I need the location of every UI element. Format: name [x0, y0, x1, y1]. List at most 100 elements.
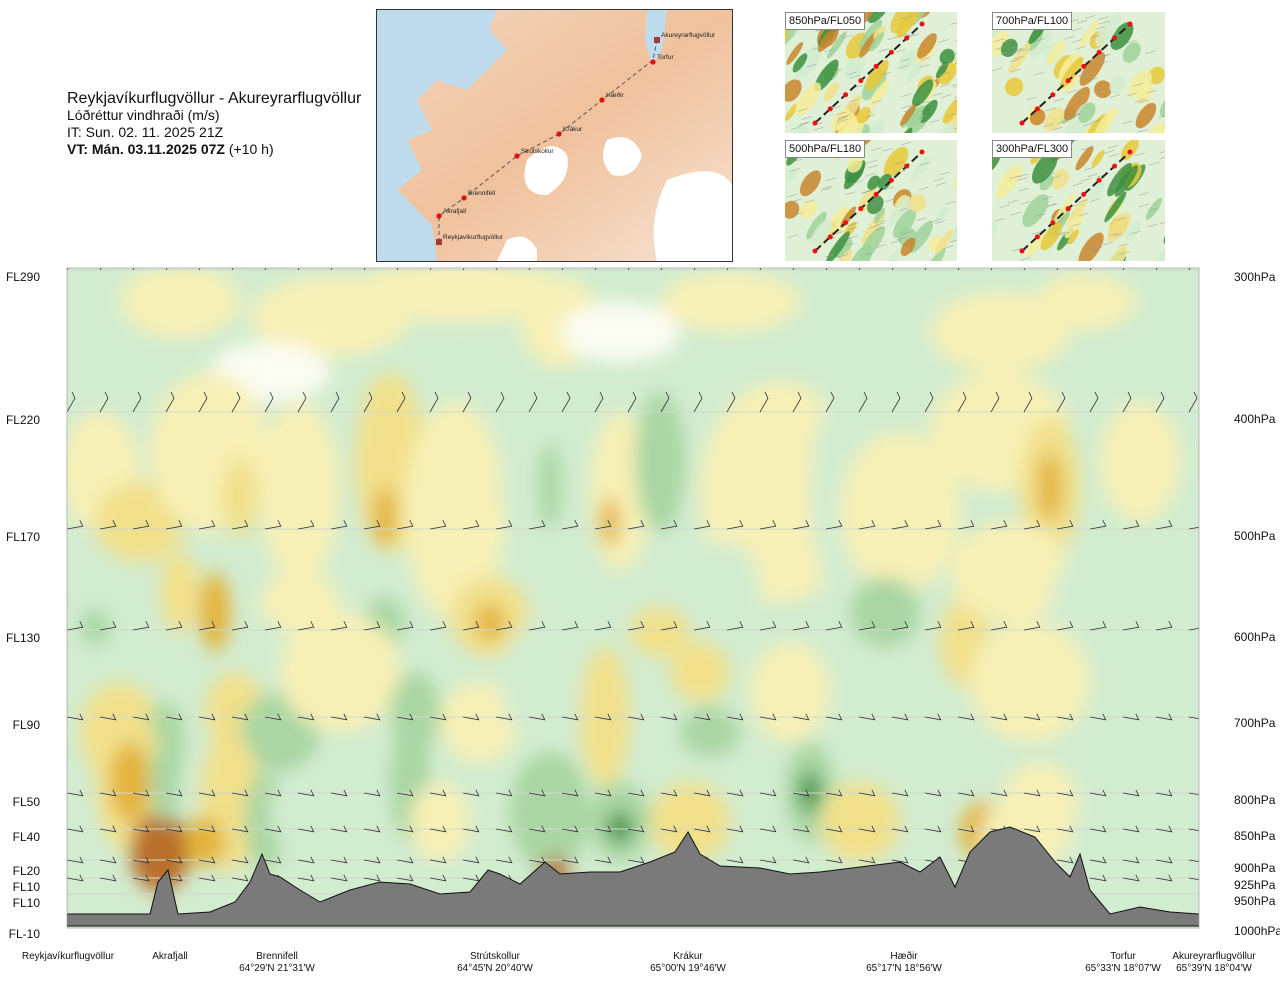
field-patch [800, 200, 818, 219]
field-patch [1064, 211, 1085, 239]
wind-barb [825, 520, 843, 530]
wind-barb [876, 244, 887, 248]
wind-barb [792, 825, 810, 833]
wind-barb [297, 874, 315, 882]
field-patch [880, 245, 903, 261]
wind-barb [1098, 16, 1109, 20]
wind-barb [957, 391, 967, 413]
wind-barb [1101, 53, 1112, 58]
wind-barb [594, 621, 612, 631]
wind-barb [1108, 232, 1119, 237]
waypoint-label: Torfur [657, 54, 674, 61]
wind-barb [1056, 825, 1074, 833]
wind-barb [825, 789, 843, 797]
wind-barb [933, 177, 945, 182]
field-patch [867, 195, 884, 215]
wind-barb [953, 86, 957, 88]
wind-barb [726, 856, 744, 864]
velocity-region [80, 609, 110, 645]
wind-barb [429, 713, 447, 721]
wind-barb [528, 713, 546, 721]
field-patch [1078, 19, 1100, 49]
wind-barb [132, 391, 142, 413]
wind-barb [1066, 89, 1077, 94]
field-patch [1107, 162, 1132, 197]
waypoint-label: Strútskollur [521, 148, 554, 155]
wind-barb [1115, 217, 1126, 221]
wind-barb [99, 391, 109, 413]
wind-barb [1026, 96, 1037, 101]
wind-barb [627, 520, 645, 530]
route-line [814, 23, 923, 124]
wind-barb [846, 71, 858, 76]
wind-barb [462, 713, 480, 721]
wind-barb [132, 856, 150, 864]
field-patch [896, 12, 921, 38]
field-patch [1145, 197, 1163, 220]
wind-barb [99, 874, 117, 882]
wind-barb [935, 182, 947, 186]
wind-barb [1160, 157, 1165, 159]
valid-offset: (+10 h) [228, 141, 274, 157]
station-name: Strútskollur [469, 951, 520, 962]
wind-barb [330, 391, 340, 413]
wind-barb [396, 856, 414, 864]
velocity-region [130, 812, 190, 892]
wind-barb [1058, 232, 1069, 236]
wind-barb [849, 74, 861, 79]
field-patch [785, 79, 802, 102]
field-patch [810, 219, 832, 247]
flight-level-label: FL130 [5, 631, 40, 645]
wind-barb [1188, 792, 1199, 796]
wind-barb [882, 147, 893, 152]
wind-barb [1013, 55, 1024, 60]
wind-barb [660, 520, 678, 530]
wind-barb [874, 220, 885, 224]
wind-barb [847, 235, 858, 239]
pressure-level-label: 600hPa [1234, 630, 1276, 644]
wind-barb [1107, 185, 1118, 189]
wind-barb [99, 856, 117, 864]
wind-barb [957, 520, 975, 530]
velocity-region [1035, 274, 1135, 330]
flight-level-label: FL40 [12, 830, 40, 844]
wind-barb [1109, 94, 1120, 98]
field-patch [935, 206, 949, 223]
wind-barb [693, 713, 711, 721]
wind-barb [867, 164, 879, 169]
chart-title: Reykjavíkurflugvöllur - Akureyrarflugvöl… [67, 90, 362, 107]
wind-barb [99, 825, 117, 833]
wind-barb [363, 391, 373, 413]
wind-barb [994, 218, 1005, 222]
field-patch [910, 155, 931, 184]
wind-barb [938, 39, 949, 43]
wind-barb [1007, 199, 1018, 204]
field-patch [1075, 146, 1094, 171]
wind-barb [858, 391, 868, 413]
wind-barb [957, 621, 975, 631]
field-patch [912, 79, 934, 107]
wind-barb [1089, 713, 1107, 721]
wind-barb [1188, 828, 1199, 832]
wind-barb [825, 713, 843, 721]
wind-barb [924, 825, 942, 833]
wind-barb [1102, 241, 1114, 246]
route-line [1021, 23, 1131, 124]
wind-barb [858, 825, 876, 833]
field-patch [935, 61, 949, 79]
wind-barb [165, 789, 183, 797]
wind-barb [1070, 140, 1079, 143]
field-patch [908, 193, 927, 212]
wind-barb [264, 856, 282, 864]
wind-barb [594, 856, 612, 864]
station-name: Akrafjall [152, 951, 188, 962]
wind-barb [1108, 144, 1119, 149]
wind-barb [165, 520, 183, 530]
wind-barb [165, 713, 183, 721]
wind-barb [396, 874, 414, 882]
wind-barb [1094, 26, 1106, 30]
waypoint-marker [461, 195, 467, 201]
wind-barb [363, 874, 381, 882]
wind-barb [878, 48, 889, 52]
wind-barb [1155, 856, 1173, 864]
